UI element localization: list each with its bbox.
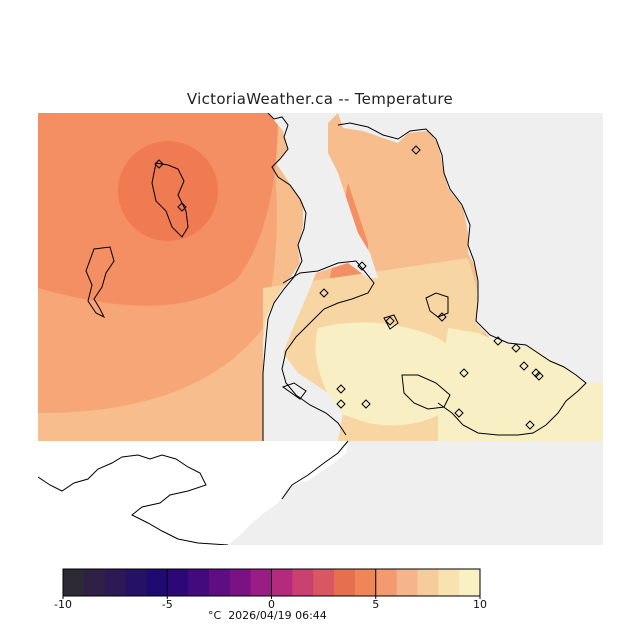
station-marker[interactable]	[459, 368, 469, 378]
map-title: VictoriaWeather.ca -- Temperature	[186, 90, 454, 108]
station-marker[interactable]	[493, 336, 503, 346]
legend-tick-label: -10	[54, 598, 72, 611]
legend-tick-label: 5	[372, 598, 379, 611]
band-coolest-west	[315, 322, 465, 426]
coastlines	[262, 113, 587, 441]
color-legend: -10 -5 0 5 10	[54, 568, 487, 611]
legend-tick-label: 10	[473, 598, 487, 611]
inlet-coastline	[281, 260, 375, 436]
east-coastline	[337, 122, 587, 436]
legend-swatch	[438, 569, 460, 596]
legend-swatch	[459, 569, 481, 596]
band-warmest	[118, 141, 218, 241]
legend-swatch	[292, 569, 314, 596]
olympic-coastline	[38, 454, 229, 545]
island-north	[151, 162, 189, 238]
island-small-a	[383, 314, 399, 330]
timestamp: 2026/04/19 06:44	[228, 609, 327, 622]
station-marker[interactable]	[336, 384, 346, 394]
temperature-map[interactable]	[38, 113, 603, 545]
island-west	[85, 246, 115, 319]
olympic-coastline-east	[281, 440, 349, 500]
legend-swatch	[334, 569, 356, 596]
legend-swatch	[250, 569, 272, 596]
legend-swatch	[375, 569, 398, 596]
legend-swatch	[125, 569, 147, 596]
legend-swatch	[104, 569, 127, 596]
west-coastline	[262, 113, 307, 441]
station-marker[interactable]	[411, 145, 421, 155]
station-marker[interactable]	[525, 420, 535, 430]
saanich-peninsula-land	[438, 328, 586, 438]
station-marker[interactable]	[385, 316, 395, 326]
legend-swatches	[63, 569, 481, 596]
legend-swatch	[146, 569, 168, 596]
legend-swatch	[83, 569, 106, 596]
legend-swatch	[63, 569, 85, 596]
legend-swatch	[208, 569, 231, 596]
station-marker[interactable]	[154, 159, 164, 169]
unit-label: °C	[208, 609, 222, 622]
legend-swatch	[167, 569, 189, 596]
islands	[85, 162, 451, 410]
station-marker[interactable]	[511, 343, 521, 353]
legend-swatch	[271, 569, 293, 596]
station-marker[interactable]	[357, 261, 367, 271]
station-marker[interactable]	[519, 361, 529, 371]
legend-swatch	[229, 569, 252, 596]
legend-swatch	[188, 569, 210, 596]
station-marker[interactable]	[177, 202, 187, 212]
station-marker[interactable]	[361, 399, 371, 409]
island-bay	[401, 374, 451, 410]
station-marker[interactable]	[534, 371, 544, 381]
olympic-peninsula-land	[38, 441, 348, 545]
east-water	[338, 113, 603, 383]
stations[interactable]	[154, 145, 544, 430]
legend-swatch	[313, 569, 335, 596]
legend-caption: °C 2026/04/19 06:44	[208, 609, 327, 622]
island-small-b	[281, 382, 307, 400]
legend-swatch	[396, 569, 418, 596]
legend-swatch	[354, 569, 377, 596]
station-marker[interactable]	[319, 288, 329, 298]
legend-ticks: -10 -5 0 5 10	[54, 569, 487, 611]
station-marker[interactable]	[437, 312, 447, 322]
island-mid	[425, 292, 449, 318]
station-marker[interactable]	[454, 408, 464, 418]
legend-swatch	[417, 569, 439, 596]
station-marker[interactable]	[336, 399, 346, 409]
legend-tick-label: 0	[268, 598, 275, 611]
legend-tick-label: -5	[162, 598, 173, 611]
